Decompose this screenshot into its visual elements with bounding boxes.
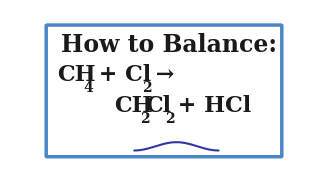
Text: →: → xyxy=(148,64,174,86)
Text: Cl: Cl xyxy=(145,95,172,117)
Text: 2: 2 xyxy=(140,112,150,127)
Text: + HCl: + HCl xyxy=(170,95,251,117)
Text: 4: 4 xyxy=(84,81,93,95)
Text: 2: 2 xyxy=(142,81,151,95)
Text: CH: CH xyxy=(57,64,96,86)
Text: How to Balance:: How to Balance: xyxy=(61,33,277,57)
Text: 2: 2 xyxy=(165,112,175,127)
FancyBboxPatch shape xyxy=(46,25,282,157)
Text: CH: CH xyxy=(115,95,153,117)
Text: + Cl: + Cl xyxy=(91,64,151,86)
